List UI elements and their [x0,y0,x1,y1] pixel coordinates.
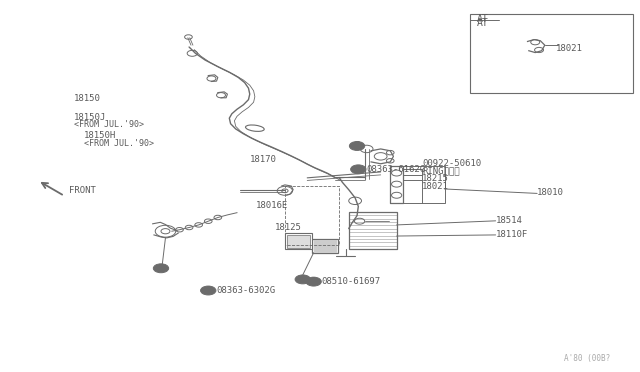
Text: 00922-50610: 00922-50610 [422,159,481,168]
Circle shape [349,141,365,150]
Text: 08510-61697: 08510-61697 [321,277,380,286]
Text: 18125: 18125 [275,223,302,232]
Text: <FROM JUL.'90>: <FROM JUL.'90> [74,121,144,129]
Circle shape [351,165,366,174]
Bar [285,234,312,249]
Circle shape [295,275,310,284]
Circle shape [306,277,321,286]
Text: 08363-6302G: 08363-6302G [216,286,275,295]
Bar [349,212,397,249]
Text: FRONT: FRONT [69,186,96,195]
Bar [287,235,310,248]
Circle shape [154,264,169,273]
Bar [312,239,338,253]
Ellipse shape [246,125,264,131]
Text: S: S [311,277,316,286]
Text: 18514: 18514 [495,217,522,225]
Text: S: S [355,141,360,151]
Text: S: S [356,165,361,174]
Text: 18021: 18021 [422,182,449,190]
Text: AT: AT [476,14,488,24]
Text: 18010: 18010 [537,188,564,197]
Text: RINGリング: RINGリング [422,167,460,176]
Text: AT: AT [476,18,488,28]
Bar [470,14,633,93]
Text: <FROM JUL.'90>: <FROM JUL.'90> [84,139,154,148]
Text: 18016E: 18016E [256,201,289,210]
Bar [390,166,445,203]
Text: 18215: 18215 [422,174,449,183]
Text: 18150J: 18150J [74,113,106,122]
Text: 18150H: 18150H [84,131,116,141]
Text: S: S [158,264,164,273]
Text: 18150: 18150 [74,94,101,103]
Text: S: S [205,286,211,295]
Text: S: S [300,275,305,284]
Bar [314,240,337,253]
Text: 18170: 18170 [250,155,276,164]
Text: 18021: 18021 [556,44,583,53]
Text: A'80 (00B?: A'80 (00B? [564,354,611,363]
Text: 08363-6162G: 08363-6162G [366,165,425,174]
Text: 18110F: 18110F [495,230,528,239]
Circle shape [200,286,216,295]
